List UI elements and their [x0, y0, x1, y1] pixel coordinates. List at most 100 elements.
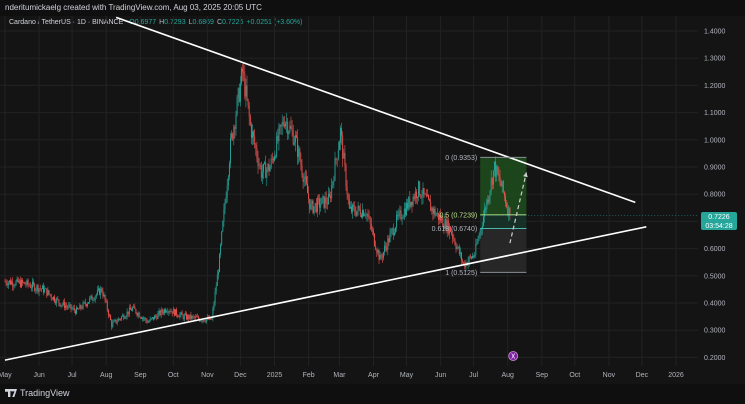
candle-body	[189, 314, 191, 320]
candle-body	[19, 280, 21, 288]
candle-body	[13, 285, 15, 287]
candle-body	[54, 296, 55, 302]
candle-body	[378, 250, 380, 260]
candle-body	[256, 148, 258, 158]
candle-body	[271, 158, 273, 160]
candle-body	[385, 246, 387, 248]
candle-body	[319, 198, 321, 208]
candle-body	[138, 313, 140, 318]
candle-body	[190, 314, 192, 319]
candle-body	[326, 203, 328, 205]
candle-body	[4, 281, 6, 282]
candle-body	[197, 316, 198, 318]
candle-body	[424, 194, 426, 195]
candle-body	[66, 305, 68, 307]
candle-body	[406, 202, 407, 216]
candle-body	[501, 181, 503, 187]
x-tick-label: Sep	[134, 372, 147, 379]
x-tick-label: Dec	[234, 372, 247, 379]
x-tick-label: Jul	[68, 372, 77, 379]
candle-body	[257, 157, 259, 166]
candle-body	[6, 283, 8, 286]
candle-body	[364, 214, 366, 217]
candle-body	[444, 218, 446, 229]
candle-body	[28, 284, 30, 286]
candle-body	[213, 303, 215, 309]
candle-body	[212, 308, 214, 319]
candle-body	[121, 316, 123, 320]
candle-body	[77, 307, 79, 309]
candle-body	[282, 121, 284, 125]
candle-body	[233, 127, 235, 140]
candle-body	[400, 210, 402, 220]
candle-body	[175, 309, 176, 316]
candle-body	[39, 288, 41, 290]
candle-body	[500, 182, 502, 187]
candle-body	[202, 320, 204, 322]
candle-body	[109, 315, 110, 316]
candle-body	[91, 295, 93, 301]
candle-body	[382, 252, 384, 258]
candle-body	[125, 316, 127, 318]
candle-body	[115, 319, 117, 323]
candle-body	[286, 122, 288, 124]
candle-body	[407, 202, 409, 209]
candle-body	[348, 198, 350, 209]
tradingview-logo[interactable]: TradingView	[5, 388, 70, 398]
candle-body	[33, 281, 35, 285]
candle-body	[116, 321, 118, 323]
candle-body	[420, 195, 422, 198]
candle-body	[67, 306, 69, 308]
candle-body	[226, 185, 228, 198]
event-marker	[508, 351, 519, 361]
fib-level-label: 0 (0.9353)	[445, 155, 477, 162]
candle-body	[176, 309, 178, 316]
candle-body	[106, 301, 108, 311]
candle-body	[441, 217, 443, 221]
candle-body	[377, 250, 379, 253]
candle-body	[267, 163, 269, 170]
candle-body	[231, 133, 233, 138]
x-tick-label: Apr	[368, 372, 380, 379]
candle-body	[227, 176, 229, 186]
symbol-name[interactable]: Cardano / TetherUS · 1D · BINANCE	[9, 19, 124, 26]
candle-body	[472, 255, 473, 259]
candle-body	[363, 210, 365, 217]
candle-body	[447, 220, 449, 234]
candle-body	[437, 212, 439, 220]
fib-level-label: 0.618 (0.6740)	[432, 226, 478, 233]
candle-body	[290, 125, 292, 129]
candle-body	[188, 315, 190, 320]
candle-body	[7, 282, 9, 286]
candle-body	[395, 227, 396, 233]
event-marker-glyph	[511, 353, 516, 359]
candle-body	[370, 223, 372, 230]
y-tick-label: 0.8000	[704, 192, 726, 199]
candle-body	[281, 121, 283, 126]
candle-body	[403, 208, 405, 218]
candle-body	[352, 204, 354, 213]
candle-body	[65, 305, 66, 309]
candle-body	[83, 302, 85, 303]
x-tick-label: Jul	[469, 372, 478, 379]
candle-body	[146, 320, 148, 323]
candle-body	[398, 212, 400, 217]
candle-body	[128, 307, 130, 315]
candle-body	[179, 314, 181, 318]
candle-body	[341, 128, 343, 136]
x-tick-label: Nov	[603, 372, 616, 379]
candle-body	[443, 226, 445, 229]
candle-body	[122, 315, 124, 317]
candle-body	[320, 204, 322, 208]
brand-name: TradingView	[20, 388, 70, 398]
candle-body	[468, 256, 470, 262]
candle-body	[399, 210, 401, 213]
candle-body	[61, 304, 63, 306]
candle-body	[238, 88, 240, 102]
high-value: 0.7293	[164, 19, 186, 26]
candle-body	[55, 301, 57, 304]
candle-body	[81, 308, 83, 309]
candle-body	[268, 163, 270, 172]
candle-body	[26, 280, 28, 285]
